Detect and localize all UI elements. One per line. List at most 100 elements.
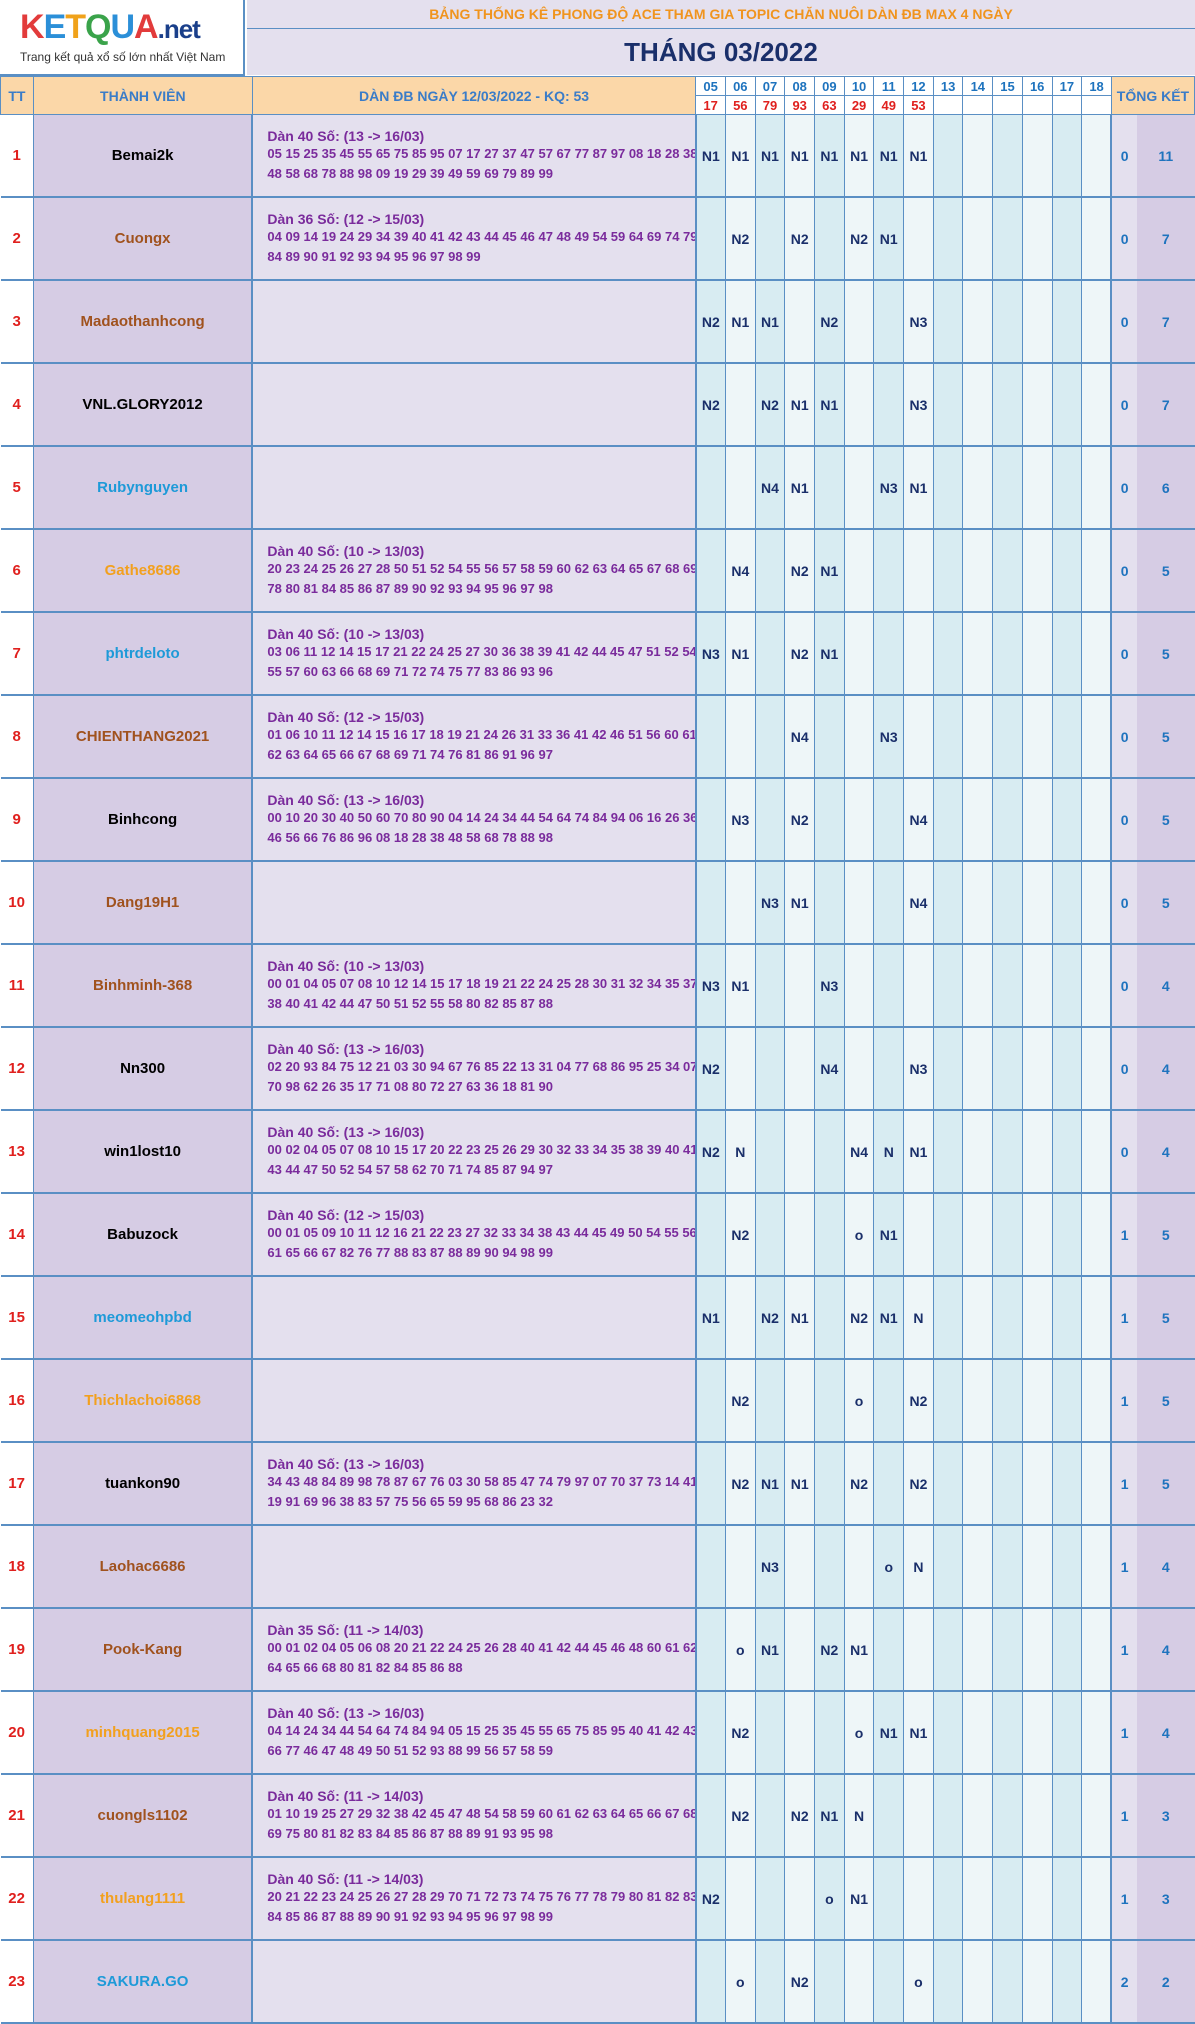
day-cell <box>992 944 1023 1028</box>
row-number: 6 <box>0 529 34 613</box>
total-points: 4 <box>1137 1608 1195 1692</box>
total-hits: 0 <box>1110 280 1137 364</box>
day-cell <box>1081 778 1112 862</box>
day-cell <box>724 1027 756 1111</box>
dan-title: Dàn 40 Số: (11 -> 14/03) <box>267 1870 424 1887</box>
member-name[interactable]: Thichlachoi6868 <box>33 1359 254 1443</box>
logo-wordmark: KETQUA.net <box>20 8 201 46</box>
day-cell <box>843 1027 874 1111</box>
row-number: 4 <box>0 363 34 447</box>
day-header: 17 <box>1051 76 1083 96</box>
day-cell <box>932 1774 963 1858</box>
day-cell <box>695 529 726 613</box>
day-cell <box>1051 1110 1082 1194</box>
day-cell <box>814 197 845 281</box>
day-cell: N2 <box>814 1608 845 1692</box>
day-cell <box>962 944 993 1028</box>
result-cell <box>992 95 1023 115</box>
member-name[interactable]: CHIENTHANG2021 <box>33 695 254 779</box>
col-dan-header: DÀN ĐB NGÀY 12/03/2022 - KQ: 53 <box>251 76 697 115</box>
day-header: 11 <box>873 76 905 96</box>
member-name[interactable]: Binhminh-368 <box>33 944 254 1028</box>
day-cell: N2 <box>754 1276 785 1360</box>
day-cell: N1 <box>784 861 815 945</box>
member-name[interactable]: Rubynguyen <box>33 446 254 530</box>
member-name[interactable]: Nn300 <box>33 1027 254 1111</box>
day-cell <box>1051 1608 1082 1692</box>
day-cell <box>992 1193 1023 1277</box>
row-number: 17 <box>0 1442 34 1526</box>
member-name[interactable]: VNL.GLORY2012 <box>33 363 254 447</box>
day-cell <box>724 1525 756 1609</box>
day-cell <box>1081 1193 1112 1277</box>
day-cell <box>992 1857 1023 1941</box>
day-cell <box>932 114 963 198</box>
dan-cell <box>252 1525 697 1609</box>
result-cell: 17 <box>695 95 726 115</box>
table-row: 11 Binhminh-368 Dàn 40 Số: (10 -> 13/03) 00… <box>0 944 1195 1028</box>
table-row: 18 Laohac6686 N3 o N 1 4 <box>0 1525 1195 1609</box>
day-cell: N2 <box>724 1442 756 1526</box>
day-cell: o <box>843 1691 874 1775</box>
day-cell <box>873 1442 904 1526</box>
total-hits: 0 <box>1110 363 1137 447</box>
day-cell: N4 <box>814 1027 845 1111</box>
day-cell <box>932 529 963 613</box>
member-name[interactable]: phtrdeloto <box>33 612 254 696</box>
member-name[interactable]: Cuongx <box>33 197 254 281</box>
dan-cell: Dàn 40 Số: (11 -> 14/03) 01 10 19 25 27 2… <box>252 1774 697 1858</box>
dan-cell: Dàn 36 Số: (12 -> 15/03) 04 09 14 19 24 2… <box>252 197 697 281</box>
day-cell: N3 <box>873 695 904 779</box>
day-header: 14 <box>962 76 994 96</box>
row-number: 16 <box>0 1359 34 1443</box>
table-row: 20 minhquang2015 Dàn 40 Số: (13 -> 16/03) 0… <box>0 1691 1195 1775</box>
member-name[interactable]: cuongls1102 <box>33 1774 254 1858</box>
member-name[interactable]: Dang19H1 <box>33 861 254 945</box>
member-name[interactable]: SAKURA.GO <box>33 1940 254 2024</box>
day-cell <box>992 1774 1023 1858</box>
col-member-header: THÀNH VIÊN <box>32 76 253 115</box>
row-number: 3 <box>0 280 34 364</box>
day-cell <box>814 1276 845 1360</box>
member-name[interactable]: win1lost10 <box>33 1110 254 1194</box>
day-cell <box>724 861 756 945</box>
day-cell: N1 <box>695 114 726 198</box>
table-row: 16 Thichlachoi6868 N2 o N2 1 5 <box>0 1359 1195 1443</box>
member-name[interactable]: Pook-Kang <box>33 1608 254 1692</box>
day-cell <box>1051 695 1082 779</box>
day-cell: o <box>814 1857 845 1941</box>
day-cell: o <box>843 1359 874 1443</box>
day-cell: N4 <box>903 778 934 862</box>
day-cell: N <box>903 1525 934 1609</box>
day-cell <box>992 1442 1023 1526</box>
member-name[interactable]: Babuzock <box>33 1193 254 1277</box>
day-cell <box>903 695 934 779</box>
day-cell <box>932 1442 963 1526</box>
member-name[interactable]: thulang1111 <box>33 1857 254 1941</box>
member-name[interactable]: Madaothanhcong <box>33 280 254 364</box>
total-hits: 0 <box>1110 1110 1137 1194</box>
day-cell: N2 <box>814 280 845 364</box>
day-cell <box>962 1608 993 1692</box>
member-name[interactable]: meomeohpbd <box>33 1276 254 1360</box>
day-cell: N1 <box>814 612 845 696</box>
logo-net: .net <box>157 14 201 44</box>
member-name[interactable]: tuankon90 <box>33 1442 254 1526</box>
member-name[interactable]: Laohac6686 <box>33 1525 254 1609</box>
day-cell: N1 <box>873 114 904 198</box>
dan-cell: Dàn 35 Số: (11 -> 14/03) 00 01 02 04 05 0… <box>252 1608 697 1692</box>
dan-numbers: 00 02 04 05 07 08 10 15 17 20 22 23 25 2… <box>267 1141 696 1177</box>
day-cell <box>843 446 874 530</box>
dan-numbers: 04 09 14 19 24 29 34 39 40 41 42 43 44 4… <box>267 228 696 264</box>
ketqua-logo[interactable]: KETQUA.net Trang kết quả xổ số lớn nhất … <box>0 0 245 76</box>
day-cell <box>962 446 993 530</box>
member-name[interactable]: Gathe8686 <box>33 529 254 613</box>
day-cell <box>1021 1276 1053 1360</box>
member-name[interactable]: minhquang2015 <box>33 1691 254 1775</box>
member-name[interactable]: Bemai2k <box>33 114 254 198</box>
day-cell <box>903 1193 934 1277</box>
day-cell: N1 <box>843 1608 874 1692</box>
day-cell <box>1081 529 1112 613</box>
day-cell: N3 <box>903 363 934 447</box>
member-name[interactable]: Binhcong <box>33 778 254 862</box>
